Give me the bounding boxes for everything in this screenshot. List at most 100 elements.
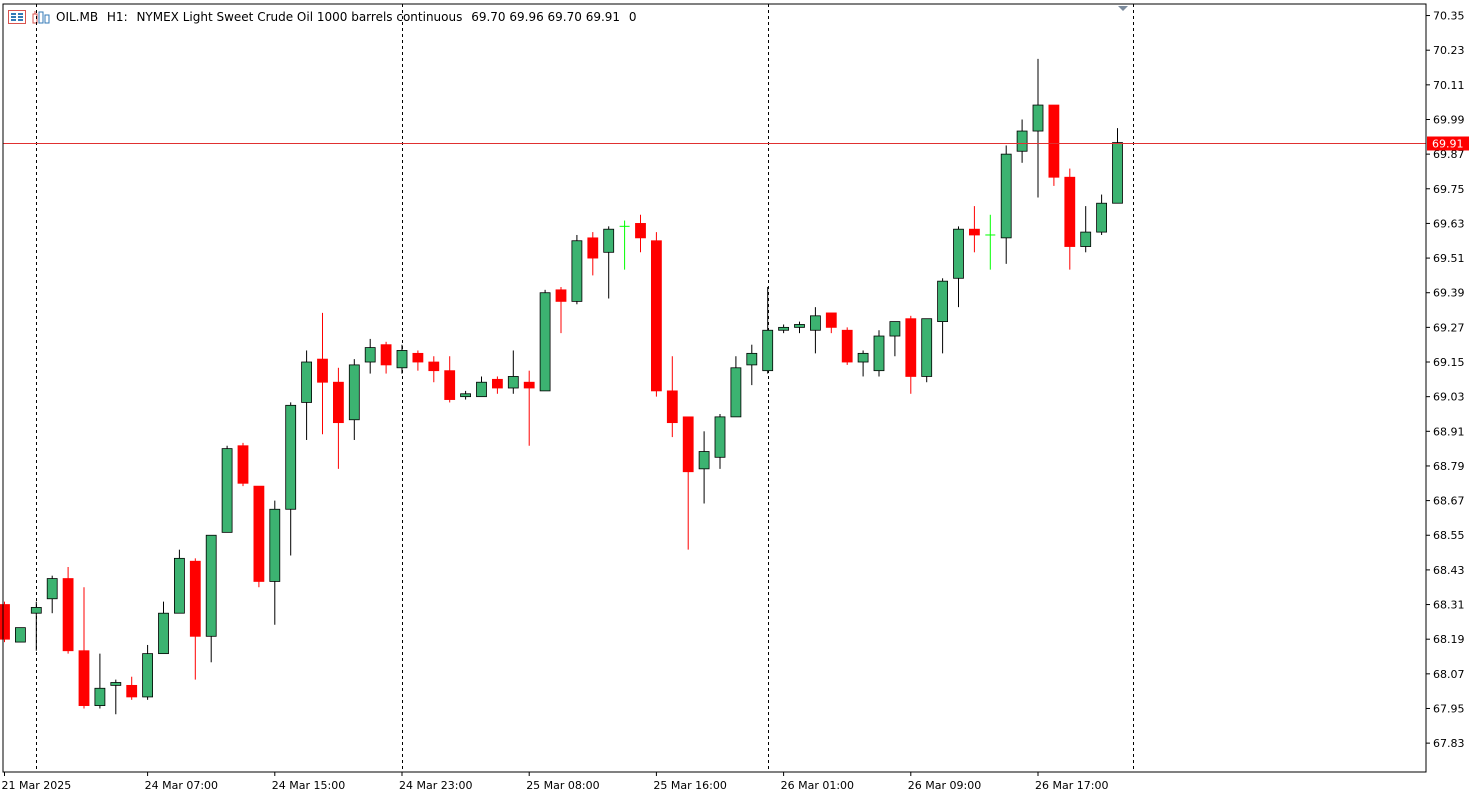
volume-label: 0: [628, 10, 637, 24]
candle-body: [1112, 142, 1123, 204]
candle-body: [825, 312, 837, 328]
candle: [1096, 194, 1107, 235]
candle-body: [857, 352, 869, 363]
x-tick-label: 25 Mar 08:00: [526, 779, 599, 792]
y-tick-label: 70.11: [1433, 79, 1465, 92]
candle-body: [237, 445, 249, 484]
candle-body: [1064, 176, 1076, 247]
y-tick-label: 68.91: [1433, 425, 1465, 438]
x-tick-label: 21 Mar 2025: [2, 779, 72, 792]
candle: [126, 676, 138, 700]
candle-body: [603, 228, 615, 253]
candle: [158, 601, 169, 655]
candle-body: [682, 416, 694, 473]
candle-body: [142, 653, 154, 698]
candle-body: [1032, 104, 1044, 132]
y-tick-label: 69.63: [1433, 217, 1465, 230]
candle: [237, 442, 249, 487]
candle-body: [380, 344, 392, 366]
y-tick-label: 70.23: [1433, 44, 1465, 57]
candle-body: [571, 240, 583, 302]
candle-body: [507, 376, 519, 389]
candle-body: [1000, 153, 1012, 239]
candle-body: [396, 350, 408, 369]
candle-body: [301, 361, 313, 403]
candle-body: [810, 315, 821, 331]
candle-body: [460, 393, 472, 398]
candle: [14, 627, 26, 643]
candle-body: [1080, 231, 1092, 247]
candle: [142, 644, 154, 700]
y-tick-label: 68.55: [1433, 529, 1465, 542]
candle-body: [555, 289, 567, 302]
candle-body: [332, 381, 344, 424]
candle: [889, 321, 901, 357]
y-tick-label: 68.79: [1433, 460, 1465, 473]
candle: [348, 359, 360, 440]
indicators-icon[interactable]: [32, 10, 50, 24]
candle: [1016, 119, 1028, 163]
candle: [794, 321, 805, 334]
candle: [666, 356, 678, 438]
candle-body: [841, 329, 853, 363]
candle: [285, 402, 297, 556]
candle-body: [317, 358, 328, 383]
x-tick-label: 26 Mar 09:00: [908, 779, 981, 792]
candle-body: [651, 240, 662, 392]
candle: [1000, 145, 1012, 264]
candle: [603, 226, 615, 299]
candle-body: [905, 318, 917, 377]
candle-body: [78, 650, 90, 706]
candle: [730, 356, 742, 418]
candle-body: [698, 451, 710, 470]
candle: [746, 344, 758, 386]
candle-body: [173, 557, 185, 614]
candle-body: [937, 280, 948, 322]
candle: [301, 350, 313, 440]
candle-body: [14, 627, 26, 643]
y-tick-label: 69.87: [1433, 148, 1465, 161]
grid-layer: [36, 4, 1134, 772]
ohlc-label: 69.70 69.96 69.70 69.91: [471, 10, 621, 24]
candle: [1080, 206, 1092, 253]
candle: [762, 286, 774, 374]
candle: [46, 575, 58, 614]
candle: [985, 214, 996, 270]
candle-body: [666, 390, 678, 424]
candle-body: [158, 612, 169, 655]
candle-body: [444, 370, 456, 400]
candle: [460, 390, 472, 400]
header-text: OIL.MB H1: NYMEX Light Sweet Crude Oil 1…: [56, 10, 642, 24]
timeframe-label: H1:: [106, 10, 128, 24]
candle: [651, 232, 662, 397]
candle: [555, 286, 567, 334]
description-label: NYMEX Light Sweet Crude Oil 1000 barrels…: [136, 10, 463, 24]
y-axis: 70.35 70.23 70.11 69.99 69.87 69.75 69.63 69.51…: [1426, 10, 1469, 750]
candle: [62, 567, 74, 654]
chart-properties-icon[interactable]: [8, 10, 26, 24]
candle: [523, 370, 535, 446]
candle: [921, 318, 933, 383]
y-tick-label: 69.03: [1433, 391, 1465, 404]
candle: [253, 485, 265, 588]
candle-body: [778, 326, 789, 331]
x-tick-label: 26 Mar 01:00: [781, 779, 854, 792]
candle-body: [348, 364, 360, 421]
candle: [873, 330, 885, 377]
candle-body: [412, 352, 424, 363]
candle-body: [539, 292, 551, 392]
x-tick-label: 26 Mar 17:00: [1035, 779, 1108, 792]
shift-marker-icon[interactable]: [1118, 6, 1128, 11]
candle: [269, 500, 281, 625]
candle: [1112, 128, 1123, 204]
candle: [619, 220, 630, 270]
y-tick-label: 69.39: [1433, 287, 1465, 300]
candle-body: [1096, 202, 1107, 233]
plot-frame: [2, 3, 1427, 773]
candle-body: [0, 604, 10, 640]
candle-body: [491, 378, 503, 389]
candle: [1064, 168, 1076, 270]
candle-body: [714, 416, 726, 458]
y-tick-label: 68.19: [1433, 633, 1465, 646]
